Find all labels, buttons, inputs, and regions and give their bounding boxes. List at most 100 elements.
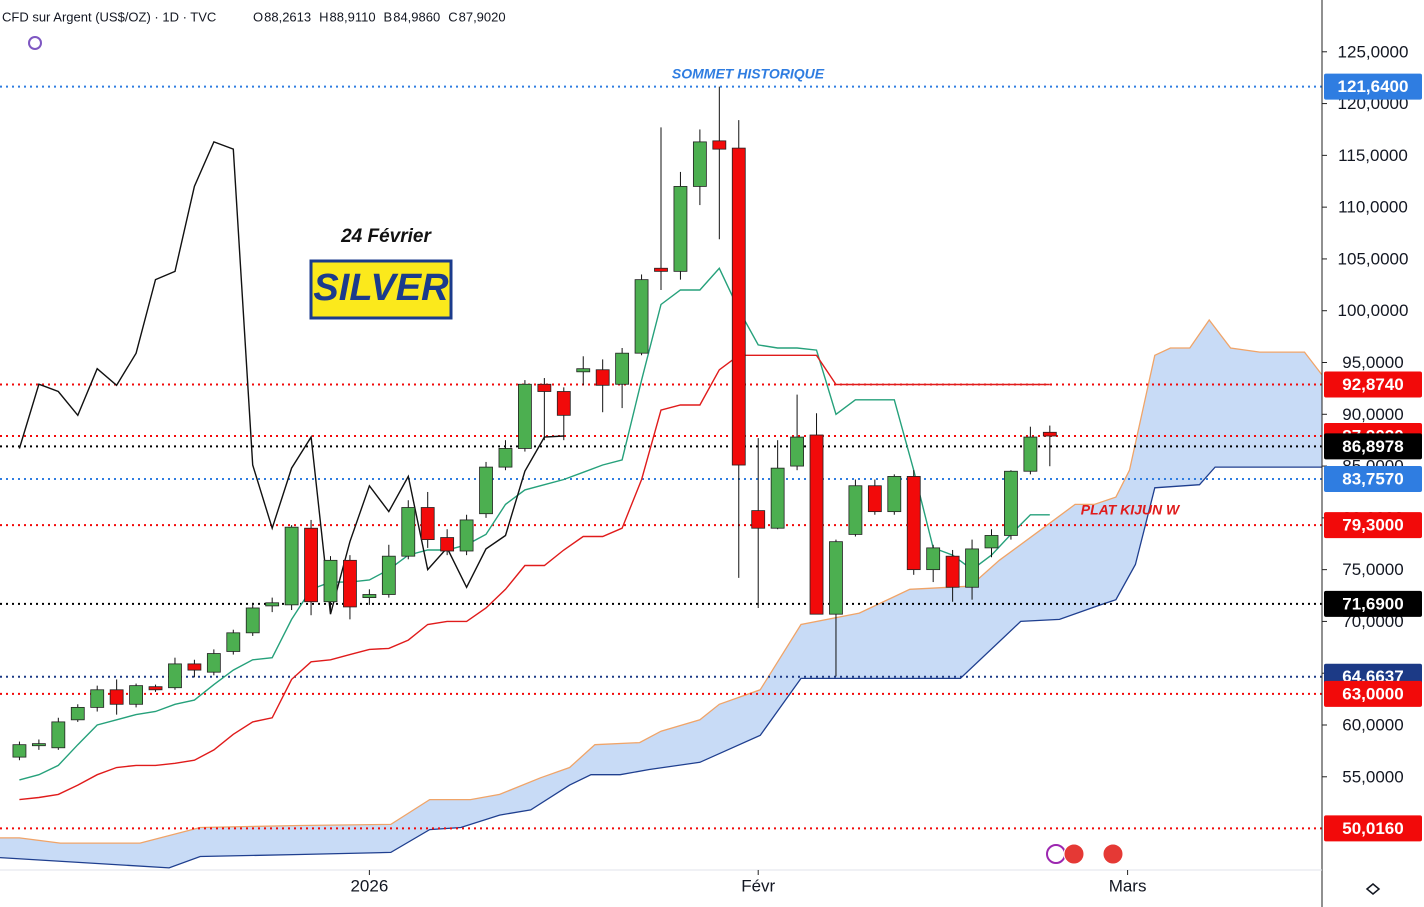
candle-body [867,485,882,513]
x-tick-label: Mars [1109,876,1147,895]
x-tick-label: 2026 [350,876,388,895]
level-label: 50,0160 [1342,819,1403,838]
candle-body [401,507,416,557]
y-tick-label: 125,0000 [1338,42,1409,61]
overlay: CFD sur Argent (US$/OZ) · 1D · TVC O 88,2… [2,9,1381,895]
y-tick-label: 115,0000 [1338,146,1408,165]
indicator-line [19,354,1050,801]
symbol-title: CFD sur Argent (US$/OZ) · 1D · TVC [2,9,216,24]
level-label: 92,8740 [1342,375,1403,394]
level-label-box [1324,465,1422,492]
plot-area [0,85,1322,869]
ohlc-value: 88,2613 [264,9,311,24]
candle-body [129,685,143,705]
candle-body [12,744,27,758]
candle-body [459,519,474,552]
candle-body [109,689,124,705]
ohlc-value: 87,9020 [459,9,506,24]
candle-body [51,721,66,749]
candle-body [440,537,455,552]
candle-body [168,663,182,689]
y-tick-label: 55,0000 [1342,767,1403,786]
candle-body [692,141,707,187]
y-tick-label: 90,0000 [1342,405,1403,424]
candle-body [887,476,902,513]
candle-body [187,663,202,671]
candle-body [829,541,843,615]
candle-body [712,140,727,150]
y-tick-label: 95,0000 [1342,353,1403,372]
cloud-span [0,318,1322,844]
level-label-box [1324,73,1422,100]
candle-body [634,279,649,354]
cloud-fill [0,320,1322,868]
cloud-span [0,466,1322,869]
annotation-asset: SILVER [313,267,449,309]
candle-body [420,507,435,541]
candle-body [945,555,960,588]
candle-body [323,559,338,603]
time-axis-panel [0,870,1322,907]
settings-icon[interactable] [1365,883,1381,895]
candle-body [304,527,318,603]
candle-body [226,632,241,652]
candle-body [284,526,299,606]
refresh-icon[interactable] [28,36,42,50]
candle-body [751,510,766,529]
candle-body [148,686,163,691]
candle-body [556,391,571,416]
event-icon[interactable] [1046,844,1066,864]
event-icon[interactable] [1102,843,1124,865]
candle-body [790,436,804,467]
asset-box [309,259,453,320]
candle-body [537,383,552,392]
candle-body [70,706,85,721]
ohlc-key: H [319,9,328,24]
candle-body [206,653,221,673]
candle-body [31,743,46,747]
y-tick-label: 75,0000 [1342,560,1403,579]
level-label-box [1324,680,1422,707]
candle-body [245,607,260,634]
ohlc-legend: O 88,2613 H 88,9110 B 84,9860 C 87,9020 [253,9,506,24]
candle-body [1004,470,1018,536]
candle-body [90,689,105,708]
level-label-box [1324,590,1422,617]
level-label: 71,6900 [1342,594,1403,613]
y-tick-label: 100,0000 [1338,301,1409,320]
event-icon[interactable] [1063,843,1085,865]
candle-body [770,467,785,529]
candle-body [479,466,493,515]
candle-body [381,555,396,595]
candle-body [498,448,513,468]
candle-body [576,368,591,373]
y-tick-label: 105,0000 [1338,249,1409,268]
level-label: 121,6400 [1338,77,1409,96]
candle-body [518,383,532,449]
ohlc-key: C [448,9,457,24]
indicator-line [18,141,564,615]
level-label: 86,8978 [1342,437,1403,456]
x-tick-label: Févr [741,876,775,895]
annotation-peak: SOMMET HISTORIQUE [672,66,825,82]
ohlc-key: B [384,9,393,24]
annotation-date: 24 Février [340,226,432,247]
level-label-box [1324,512,1422,539]
candle-body [265,602,280,607]
annotation-kijun: PLAT KIJUN W [1081,502,1181,518]
candle-body [595,369,610,386]
candle-body [673,186,688,272]
candle-body [654,267,668,272]
y-tick-label: 60,0000 [1342,715,1403,734]
candle-body [965,548,979,588]
ohlc-value: 88,9110 [330,9,376,24]
indicator-line [19,267,1050,781]
level-label-box [1324,433,1422,460]
level-label: 83,7570 [1342,469,1403,488]
level-label-box [1324,371,1422,398]
ohlc-value: 84,9860 [393,9,440,24]
candle-body [615,352,630,385]
candle-body [1023,436,1038,472]
candle-body [1042,431,1057,437]
